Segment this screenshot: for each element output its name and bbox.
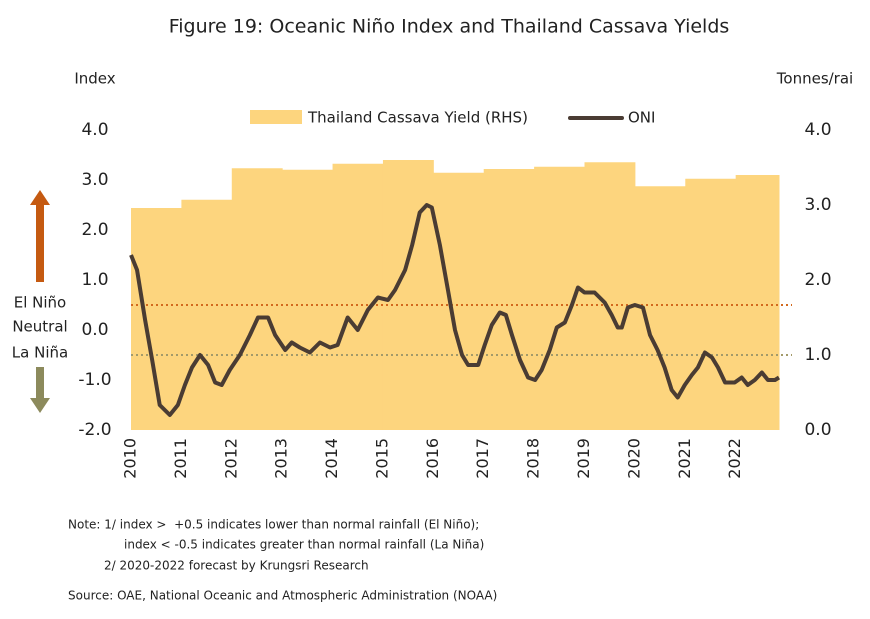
y2-tick-label: 2.0: [804, 270, 831, 290]
x-tick-label: 2016: [423, 438, 442, 479]
y-tick-label: 4.0: [81, 120, 108, 140]
x-tick-label: 2020: [624, 438, 643, 479]
legend-label: ONI: [628, 109, 655, 127]
oni-line: [129, 203, 781, 417]
neutral-label: Neutral: [12, 318, 67, 336]
x-tick-label: 2013: [272, 438, 291, 479]
y2-tick-label: 4.0: [804, 120, 831, 140]
area-segment: [483, 169, 535, 430]
y2-tick-label: 3.0: [804, 195, 831, 215]
x-tick-label: 2014: [322, 438, 341, 479]
note: Note: 1/ index > +0.5 indicates lower th…: [68, 518, 479, 532]
x-tick-label: 2012: [221, 438, 240, 479]
x-tick-label: 2018: [524, 438, 543, 479]
area-segment: [534, 166, 585, 430]
legend-swatch: [250, 110, 302, 124]
area-segment: [282, 169, 334, 430]
y2-axis-title: Tonnes/rai: [776, 70, 853, 88]
y-tick-label: -1.0: [78, 370, 111, 390]
y-tick-label: -2.0: [78, 420, 111, 440]
down-arrow: [30, 367, 50, 413]
note: 2/ 2020-2022 forecast by Krungsri Resear…: [104, 559, 369, 573]
area-segment: [735, 175, 780, 430]
x-tick-label: 2017: [473, 438, 492, 479]
chart-title: Figure 19: Oceanic Niño Index and Thaila…: [169, 16, 730, 38]
x-tick-label: 2019: [574, 438, 593, 479]
area-segment: [584, 162, 636, 430]
y-axis-title: Index: [74, 70, 115, 88]
x-tick-label: 2010: [121, 438, 140, 479]
y-tick-label: 0.0: [81, 320, 108, 340]
x-tick-label: 2011: [171, 438, 190, 479]
source: Source: OAE, National Oceanic and Atmosp…: [68, 589, 497, 603]
y2-tick-label: 0.0: [804, 420, 831, 440]
y2-tick-label: 1.0: [804, 345, 831, 365]
area-segment: [433, 172, 485, 430]
note: index < -0.5 indicates greater than norm…: [124, 538, 484, 552]
up-arrow: [30, 190, 50, 282]
reference-label: La Niña: [12, 344, 68, 362]
area-segment: [231, 168, 283, 430]
area-segment: [181, 199, 233, 430]
y-tick-label: 1.0: [81, 270, 108, 290]
y-tick-label: 2.0: [81, 220, 108, 240]
y-tick-label: 3.0: [81, 170, 108, 190]
x-tick-label: 2022: [725, 438, 744, 479]
reference-label: El Niño: [14, 294, 67, 312]
x-tick-label: 2021: [675, 438, 694, 479]
legend-label: Thailand Cassava Yield (RHS): [307, 109, 528, 127]
area-layer: [131, 160, 780, 430]
area-segment: [332, 163, 384, 430]
x-tick-label: 2015: [372, 438, 391, 479]
